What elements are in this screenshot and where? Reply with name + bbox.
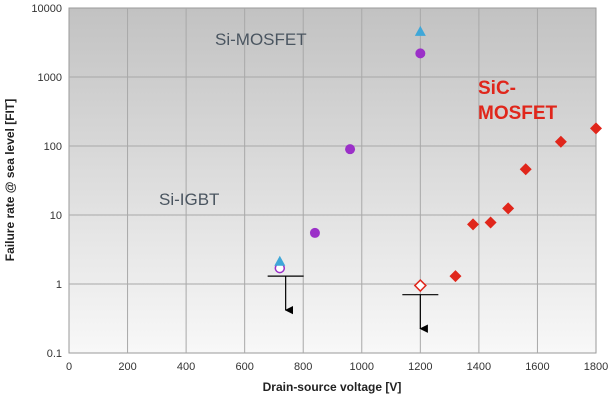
x-tick-labels: 0 200 400 600 800 1000 1200 1400 1600 1800: [66, 361, 608, 373]
data-point-diamond: [467, 218, 480, 231]
x-tick-label: 1000: [350, 361, 374, 373]
x-axis-title: Drain-source voltage [V]: [263, 380, 402, 394]
data-point-diamond: [519, 163, 532, 176]
x-tick-label: 600: [235, 361, 253, 373]
upper-limit-arrows: [267, 275, 439, 333]
y-tick-label: 100: [44, 141, 62, 153]
data-point-diamond: [554, 135, 567, 148]
data-point-diamond: [502, 202, 515, 215]
y-tick-label: 0.1: [47, 348, 62, 360]
x-tick-label: 800: [294, 361, 312, 373]
x-tick-label: 0: [66, 361, 72, 373]
data-point-diamond: [449, 270, 462, 283]
x-tick-label: 1800: [584, 361, 608, 373]
y-tick-label: 10000: [31, 3, 62, 15]
x-tick-label: 1600: [525, 361, 549, 373]
data-point-diamond-open: [413, 278, 427, 293]
data-point-diamond: [590, 122, 602, 135]
annotation-si-mosfet: Si-MOSFET: [215, 30, 307, 49]
data-point-diamond: [484, 216, 497, 229]
data-point-circle: [415, 48, 426, 59]
annotation-sic-line2: MOSFET: [478, 103, 558, 124]
data-point-circle: [345, 144, 356, 155]
data-points: [274, 25, 602, 293]
x-tick-label: 1200: [408, 361, 432, 373]
annotation-sic-line1: SiC-: [478, 78, 516, 99]
data-point-circle: [309, 227, 320, 238]
x-tick-label: 1400: [467, 361, 491, 373]
x-tick-label: 400: [177, 361, 195, 373]
y-tick-label: 10: [50, 210, 62, 222]
data-point-triangle: [414, 25, 426, 36]
data-point-triangle: [274, 255, 286, 266]
y-axis-title: Failure rate @ sea level [FIT]: [3, 99, 17, 261]
y-tick-labels: 0.1 1 10 100 1000 10000: [31, 3, 62, 360]
annotation-si-igbt: Si-IGBT: [159, 190, 219, 209]
y-tick-label: 1: [56, 279, 62, 291]
grid-lines: [69, 8, 596, 353]
plot-area: [68, 7, 597, 354]
x-tick-label: 200: [118, 361, 136, 373]
y-tick-label: 1000: [38, 72, 62, 84]
